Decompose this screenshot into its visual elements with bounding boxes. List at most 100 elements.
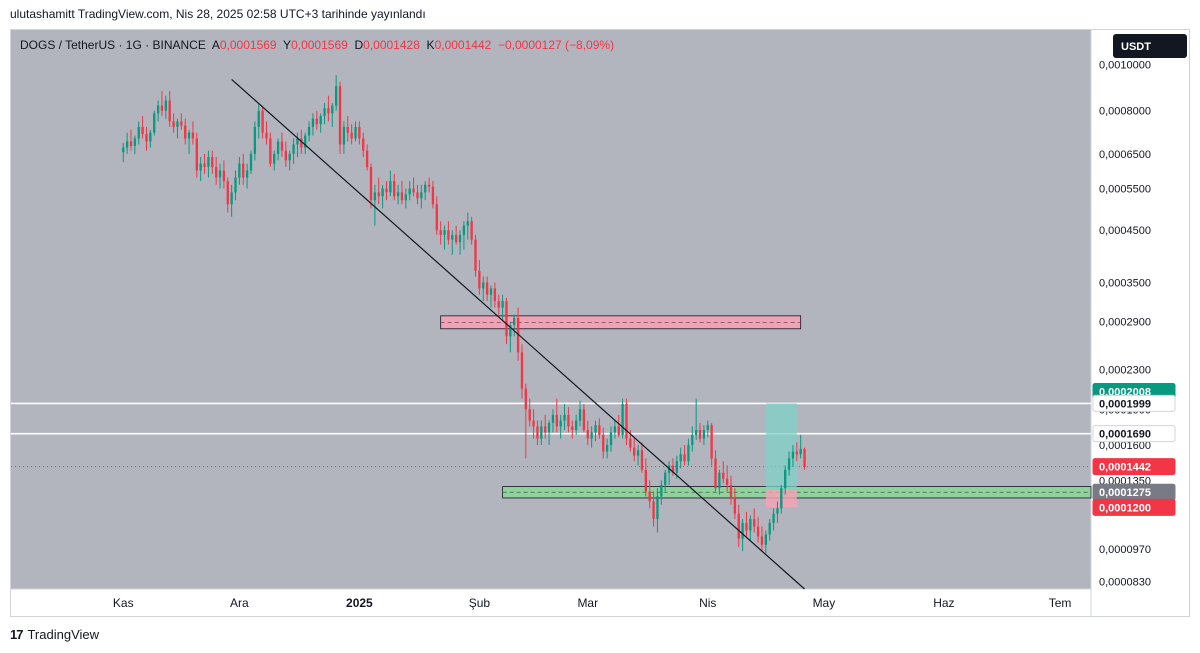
x-tick-label: Mar (577, 596, 598, 610)
candlestick-chart[interactable]: 0,0010000 0,0008000 0,0006500 0,0005500 0,00… (11, 30, 1189, 616)
candle-body (451, 234, 454, 240)
y-tick-label: 0,0000970 (1099, 544, 1151, 556)
tradingview-logo-icon: 17 (10, 627, 24, 642)
candle-body (385, 188, 388, 193)
high-value: 0,0001569 (291, 38, 354, 52)
candle-body (509, 325, 512, 337)
candle-body (636, 450, 640, 456)
candle-body (412, 188, 415, 193)
price-label-bg (1092, 498, 1176, 516)
candle-body (439, 230, 442, 235)
resistance-zone (440, 315, 802, 330)
y-tick-label: 0,0005500 (1099, 184, 1151, 196)
candle-body (718, 472, 721, 489)
candle-body (327, 108, 330, 114)
candle-body (640, 450, 644, 470)
candle-body (396, 192, 400, 197)
candle-body (528, 409, 531, 421)
candle-body (710, 425, 713, 459)
candle-body (536, 426, 539, 439)
candle-body (590, 432, 593, 439)
candle-body (644, 469, 647, 492)
candle-body (586, 430, 589, 439)
candle-body (226, 181, 229, 205)
candle-body (505, 301, 508, 337)
candle-body (602, 434, 605, 452)
candle-body (605, 445, 609, 452)
candle-body (257, 110, 260, 127)
candle-body (559, 420, 562, 427)
candle-body (435, 204, 438, 231)
x-tick-label: Şub (469, 596, 491, 610)
candle-body (125, 141, 129, 148)
candle-body (455, 234, 458, 243)
target-box (765, 403, 797, 490)
candle-body (149, 132, 152, 142)
candle-body (466, 221, 469, 226)
symbol-name: DOGS / TetherUS · 1G · BINANCE (20, 38, 212, 52)
candle-body (482, 282, 485, 289)
candle-body (493, 288, 497, 302)
candle-body (501, 301, 504, 308)
candle-body (424, 184, 427, 193)
candle-body (725, 478, 729, 485)
x-tick-label: 2025 (346, 596, 373, 610)
candle-body (145, 134, 148, 142)
candle-body (133, 138, 137, 147)
x-tick-label: Ara (230, 596, 249, 610)
candle-body (664, 472, 667, 485)
candle-body (513, 317, 516, 326)
plot-area (11, 30, 1091, 589)
candle-body (753, 519, 756, 527)
candle-body (698, 430, 702, 439)
candle-body (168, 100, 171, 122)
candle-body (393, 181, 396, 197)
candle-body (443, 230, 446, 235)
candle-body (129, 141, 133, 147)
y-tick-label: 0,0010000 (1099, 59, 1151, 71)
candle-body (172, 121, 175, 127)
x-tick-label: May (813, 596, 836, 610)
candle-body (497, 301, 500, 308)
candle-body (660, 484, 663, 497)
candle-body (335, 86, 338, 106)
candle-body (555, 414, 558, 427)
candle-body (702, 430, 706, 439)
candle-body (222, 170, 226, 182)
candle-body (238, 163, 241, 178)
candle-body (768, 522, 771, 535)
candle-body (377, 192, 380, 197)
candle-body (137, 126, 140, 139)
price-label-bg (1092, 458, 1176, 476)
candle-body (567, 414, 570, 427)
candle-body (656, 496, 659, 520)
candle-body (230, 192, 233, 205)
candle-body (365, 150, 369, 168)
price-label: 0,0001442 (1099, 462, 1151, 474)
candle-body (756, 526, 760, 537)
footer-brand-text: TradingView (27, 627, 100, 642)
candle-body (578, 409, 582, 421)
candle-body (296, 138, 299, 145)
candle-body (749, 519, 752, 531)
candle-body (346, 126, 349, 133)
candle-body (300, 138, 303, 148)
y-tick-label: 0,0006500 (1099, 149, 1151, 161)
symbol-legend: DOGS / TetherUS · 1G · BINANCE A0,000156… (20, 38, 614, 52)
candle-body (791, 451, 795, 459)
close-label: K (427, 38, 435, 52)
candle-body (540, 426, 543, 439)
candle-body (141, 126, 144, 135)
candle-body (280, 141, 284, 151)
y-tick-label: 0,0004500 (1099, 225, 1151, 237)
candle-body (544, 426, 547, 433)
candle-body (276, 141, 280, 154)
candle-body (598, 425, 601, 435)
candle-body (381, 188, 384, 197)
candle-body (787, 458, 791, 470)
candle-body (737, 513, 740, 539)
candle-body (780, 488, 783, 509)
candle-body (338, 86, 342, 145)
candle-body (354, 126, 357, 139)
currency-badge-label: USDT (1121, 41, 1151, 53)
